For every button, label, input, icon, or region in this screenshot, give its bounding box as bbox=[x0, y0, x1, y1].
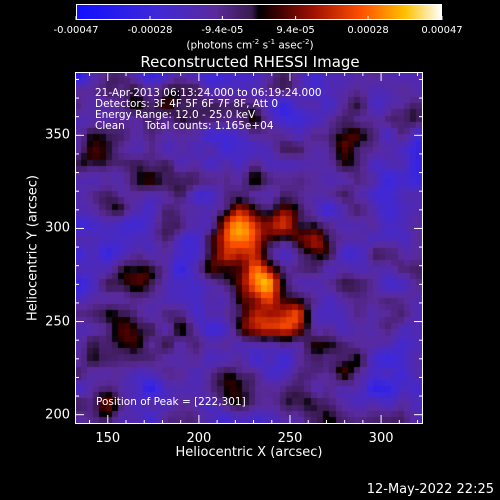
colorbar-tick-label: 0.00047 bbox=[421, 25, 463, 36]
footer-timestamp: 12-May-2022 22:25 bbox=[366, 482, 494, 497]
colorbar-unit-exp: -2 bbox=[252, 38, 260, 46]
y-axis-tick-label: 350 bbox=[45, 127, 70, 143]
y-axis-tick-label: 300 bbox=[45, 220, 70, 236]
x-axis-tick-label: 250 bbox=[277, 431, 303, 446]
x-axis-tick-label: 200 bbox=[186, 431, 212, 446]
annotation-peak-position: Position of Peak = [222,301] bbox=[96, 396, 246, 408]
plot-frame bbox=[75, 72, 423, 424]
colorbar-tick-label: -0.00028 bbox=[127, 25, 173, 36]
x-axis-label: Heliocentric X (arcsec) bbox=[175, 445, 323, 460]
colorbar-tick-label: -0.00047 bbox=[53, 25, 99, 36]
colorbar-ticks bbox=[75, 16, 443, 20]
y-axis-label: Heliocentric Y (arcsec) bbox=[25, 175, 41, 321]
rhessi-image bbox=[75, 72, 423, 424]
chart-title: Reconstructed RHESSI Image bbox=[140, 53, 360, 71]
x-axis-tick-label: 300 bbox=[368, 431, 394, 446]
colorbar-unit-part: (photons cm bbox=[186, 39, 253, 52]
y-axis-tick-label: 200 bbox=[45, 407, 70, 423]
x-axis-tick-label: 150 bbox=[95, 431, 121, 446]
colorbar-unit-label: (photons cm-2 s-1 asec-2) bbox=[0, 39, 500, 51]
colorbar-unit-part: ) bbox=[309, 39, 314, 52]
colorbar-tick-label: 0.00028 bbox=[347, 25, 389, 36]
colorbar-unit-exp: -1 bbox=[268, 38, 276, 46]
colorbar-tick-label: 9.4e-05 bbox=[276, 25, 315, 36]
colorbar-gradient bbox=[76, 4, 442, 20]
colorbar-unit-part: asec bbox=[275, 39, 303, 52]
colorbar bbox=[76, 4, 442, 20]
annotation-detectors: Detectors: 3F 4F 5F 6F 7F 8F, Att 0 bbox=[95, 98, 279, 110]
colorbar-tick-label: -9.4e-05 bbox=[201, 25, 244, 36]
y-axis-tick-label: 250 bbox=[45, 314, 70, 330]
annotation-method: Clean bbox=[95, 120, 125, 132]
colorbar-unit-exp: -2 bbox=[302, 38, 310, 46]
annotation-total-counts: Total counts: 1.165e+04 bbox=[145, 120, 274, 132]
annotation-time-range: 21-Apr-2013 06:13:24.000 to 06:19:24.000 bbox=[95, 87, 322, 99]
annotation-energy-range: Energy Range: 12.0 - 25.0 keV bbox=[95, 109, 256, 121]
colorbar-unit-part: s bbox=[259, 39, 269, 52]
